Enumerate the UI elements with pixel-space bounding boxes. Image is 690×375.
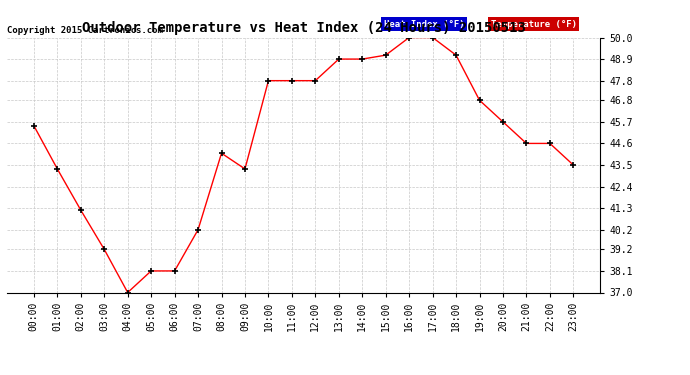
Text: Copyright 2015 Cartronics.com: Copyright 2015 Cartronics.com (7, 26, 163, 35)
Title: Outdoor Temperature vs Heat Index (24 Hours) 20150513: Outdoor Temperature vs Heat Index (24 Ho… (81, 21, 526, 35)
Text: Heat Index (°F): Heat Index (°F) (384, 20, 464, 28)
Text: Temperature (°F): Temperature (°F) (491, 20, 577, 28)
